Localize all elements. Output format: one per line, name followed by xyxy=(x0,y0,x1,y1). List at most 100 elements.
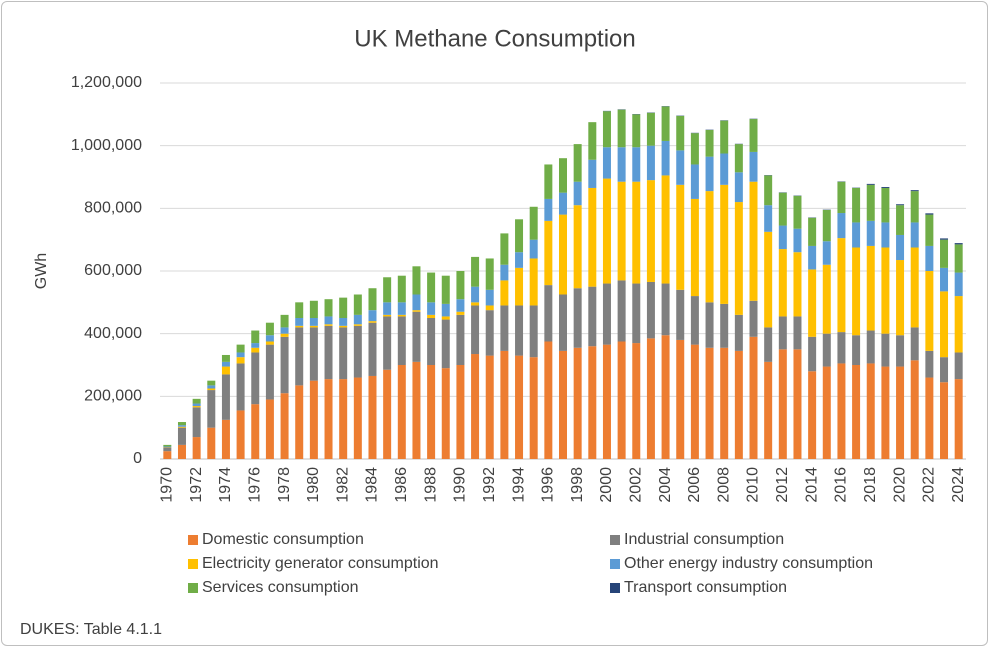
bar-segment xyxy=(925,214,934,246)
bar-segment xyxy=(515,267,524,306)
bar-segment xyxy=(749,300,758,337)
bar-segment xyxy=(383,314,392,317)
bar-segment xyxy=(808,245,817,270)
bar-segment xyxy=(295,318,304,326)
legend-swatch xyxy=(188,535,198,545)
bar-segment xyxy=(500,305,509,351)
bar-segment xyxy=(573,288,582,348)
bar-segment xyxy=(559,158,567,193)
bar-segment xyxy=(236,410,245,459)
bar-segment xyxy=(441,303,450,317)
bar-segment xyxy=(192,437,201,459)
bar-segment xyxy=(793,252,802,317)
bar-segment xyxy=(295,327,304,386)
bar-segment xyxy=(734,350,743,459)
bar-segment xyxy=(383,302,392,315)
bar-segment xyxy=(412,311,421,362)
bar-segment xyxy=(734,202,743,315)
bar-segment xyxy=(280,336,289,394)
bar-segment xyxy=(822,241,831,265)
bar-segment xyxy=(617,181,626,281)
legend-label: Electricity generator consumption xyxy=(202,555,439,572)
legend-label: Other energy industry consumption xyxy=(624,555,873,572)
x-tick-label: 1980 xyxy=(305,467,322,503)
x-tick-label: 1984 xyxy=(364,467,381,503)
bar-segment xyxy=(602,344,611,459)
bar-segment xyxy=(163,451,172,459)
bar-segment xyxy=(720,120,729,154)
bar-segment xyxy=(471,354,480,459)
bar-segment xyxy=(852,187,861,223)
bar-segment xyxy=(397,302,406,315)
x-tick-label: 1988 xyxy=(422,467,439,503)
bar-segment xyxy=(471,256,480,287)
bar-segment xyxy=(837,238,846,333)
bar-segment xyxy=(837,332,846,364)
bar-segment xyxy=(324,299,333,317)
bar-segment xyxy=(383,316,392,370)
bar-segment xyxy=(485,355,494,459)
bar-segment xyxy=(896,335,905,367)
bar-segment xyxy=(221,354,230,362)
bar-segment xyxy=(251,343,260,348)
bar-segment xyxy=(764,231,773,328)
bar-segment xyxy=(720,153,729,185)
bar-segment xyxy=(559,350,567,459)
bar-segment xyxy=(690,164,699,199)
bar-segment xyxy=(251,330,260,344)
bar-segment xyxy=(793,316,802,350)
bar-segment xyxy=(412,361,421,459)
bar-segment xyxy=(632,343,641,459)
bar-segment xyxy=(588,159,597,188)
bar-segment xyxy=(940,239,949,268)
bar-segment xyxy=(602,111,611,148)
bar-segment xyxy=(881,222,890,248)
x-tick-label: 1990 xyxy=(452,467,469,503)
bar-segment xyxy=(940,382,949,459)
bar-segment xyxy=(353,377,362,459)
bar-segment xyxy=(192,398,201,404)
bar-segment xyxy=(456,314,465,365)
bar-segment xyxy=(397,275,406,303)
x-tick-label: 2004 xyxy=(657,467,674,503)
legend-swatch xyxy=(610,583,620,593)
bar-segment xyxy=(412,310,421,312)
bar-segment xyxy=(705,156,714,192)
bar-segment xyxy=(251,404,260,459)
bar-segment xyxy=(485,289,494,306)
bar-segment xyxy=(177,426,186,428)
bar-segment xyxy=(866,330,875,364)
bar-segment xyxy=(690,344,699,459)
bar-segment xyxy=(734,172,743,203)
bar-segment xyxy=(441,275,450,304)
bar-segment xyxy=(910,360,919,459)
bar-segment xyxy=(808,336,817,372)
bar-segment xyxy=(559,214,567,295)
x-tick-label: 1978 xyxy=(276,467,293,503)
bar-segment xyxy=(940,291,949,358)
x-tick-label: 2018 xyxy=(862,467,879,503)
bar-segment xyxy=(764,361,773,459)
bar-segment xyxy=(427,272,436,303)
bar-segment xyxy=(221,361,230,367)
legend-swatch xyxy=(188,559,198,569)
bar-segment xyxy=(471,305,480,355)
x-tick-label: 1976 xyxy=(246,467,263,503)
bar-segment xyxy=(778,249,787,317)
legend-swatch xyxy=(188,583,198,593)
bar-segment xyxy=(661,106,670,141)
bar-segment xyxy=(441,316,450,320)
bar-segment xyxy=(265,344,274,400)
bar-segment xyxy=(397,314,406,317)
x-tick-label: 2012 xyxy=(774,467,791,503)
bar-segment xyxy=(602,147,611,179)
bar-segment xyxy=(427,318,436,365)
bar-segment xyxy=(529,305,538,358)
bar-segment xyxy=(309,380,318,459)
x-tick-label: 1970 xyxy=(159,467,176,503)
x-tick-label: 2020 xyxy=(891,467,908,503)
bar-segment xyxy=(368,310,377,322)
bar-segment xyxy=(397,316,406,365)
bar-segment xyxy=(764,205,773,232)
bar-segment xyxy=(500,350,509,459)
